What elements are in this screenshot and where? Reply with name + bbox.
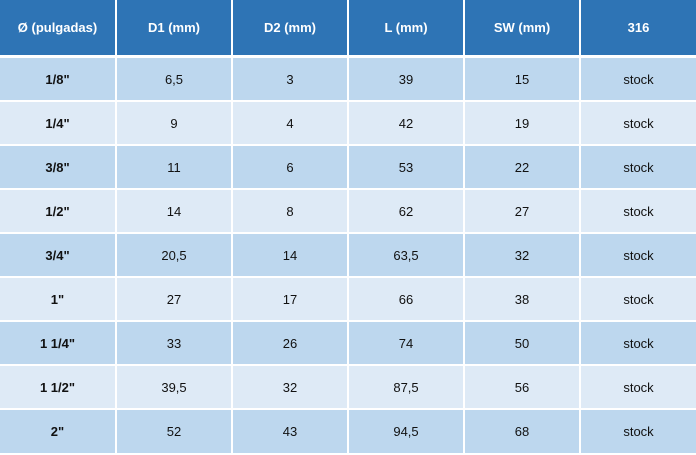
- header-l: L (mm): [347, 0, 465, 58]
- header-d2: D2 (mm): [231, 0, 349, 58]
- header-diameter: Ø (pulgadas): [0, 0, 117, 58]
- cell-sw: 27: [463, 189, 581, 234]
- cell-d2: 32: [231, 365, 349, 410]
- table-row: 1" 27 17 66 38 stock: [0, 277, 696, 322]
- cell-l: 39: [347, 56, 465, 102]
- cell-316: stock: [579, 409, 696, 453]
- cell-diameter: 1 1/4": [0, 321, 117, 366]
- cell-sw: 50: [463, 321, 581, 366]
- cell-d1: 14: [115, 189, 233, 234]
- cell-diameter: 1/8": [0, 56, 117, 102]
- cell-sw: 22: [463, 145, 581, 190]
- cell-diameter: 1/2": [0, 189, 117, 234]
- cell-d1: 33: [115, 321, 233, 366]
- cell-d2: 17: [231, 277, 349, 322]
- cell-sw: 19: [463, 101, 581, 146]
- table-row: 1/8" 6,5 3 39 15 stock: [0, 56, 696, 102]
- cell-l: 87,5: [347, 365, 465, 410]
- cell-l: 62: [347, 189, 465, 234]
- cell-d1: 11: [115, 145, 233, 190]
- cell-d1: 52: [115, 409, 233, 453]
- cell-316: stock: [579, 189, 696, 234]
- cell-l: 94,5: [347, 409, 465, 453]
- cell-diameter: 3/4": [0, 233, 117, 278]
- cell-sw: 32: [463, 233, 581, 278]
- cell-l: 53: [347, 145, 465, 190]
- table-row: 1/4" 9 4 42 19 stock: [0, 101, 696, 146]
- table-row: 3/8" 11 6 53 22 stock: [0, 145, 696, 190]
- cell-d1: 6,5: [115, 56, 233, 102]
- cell-316: stock: [579, 321, 696, 366]
- cell-l: 63,5: [347, 233, 465, 278]
- table-row: 1 1/4" 33 26 74 50 stock: [0, 321, 696, 366]
- cell-l: 66: [347, 277, 465, 322]
- cell-sw: 38: [463, 277, 581, 322]
- table-row: 1/2" 14 8 62 27 stock: [0, 189, 696, 234]
- cell-d1: 39,5: [115, 365, 233, 410]
- cell-sw: 15: [463, 56, 581, 102]
- cell-diameter: 3/8": [0, 145, 117, 190]
- cell-316: stock: [579, 56, 696, 102]
- cell-l: 74: [347, 321, 465, 366]
- cell-d2: 26: [231, 321, 349, 366]
- table-row: 2" 52 43 94,5 68 stock: [0, 409, 696, 453]
- cell-d2: 8: [231, 189, 349, 234]
- cell-d2: 43: [231, 409, 349, 453]
- cell-d1: 20,5: [115, 233, 233, 278]
- cell-d2: 4: [231, 101, 349, 146]
- cell-d2: 14: [231, 233, 349, 278]
- header-316: 316: [579, 0, 696, 58]
- cell-316: stock: [579, 277, 696, 322]
- cell-sw: 56: [463, 365, 581, 410]
- header-d1: D1 (mm): [115, 0, 233, 58]
- cell-d1: 27: [115, 277, 233, 322]
- cell-316: stock: [579, 365, 696, 410]
- header-row: Ø (pulgadas) D1 (mm) D2 (mm) L (mm) SW (mm) 3…: [0, 0, 696, 58]
- cell-l: 42: [347, 101, 465, 146]
- cell-316: stock: [579, 101, 696, 146]
- cell-d2: 3: [231, 56, 349, 102]
- header-sw: SW (mm): [463, 0, 581, 58]
- cell-diameter: 1 1/2": [0, 365, 117, 410]
- table-row: 3/4" 20,5 14 63,5 32 stock: [0, 233, 696, 278]
- cell-d1: 9: [115, 101, 233, 146]
- cell-diameter: 1": [0, 277, 117, 322]
- cell-sw: 68: [463, 409, 581, 453]
- table-row: 1 1/2" 39,5 32 87,5 56 stock: [0, 365, 696, 410]
- cell-316: stock: [579, 145, 696, 190]
- cell-diameter: 2": [0, 409, 117, 453]
- cell-diameter: 1/4": [0, 101, 117, 146]
- cell-316: stock: [579, 233, 696, 278]
- cell-d2: 6: [231, 145, 349, 190]
